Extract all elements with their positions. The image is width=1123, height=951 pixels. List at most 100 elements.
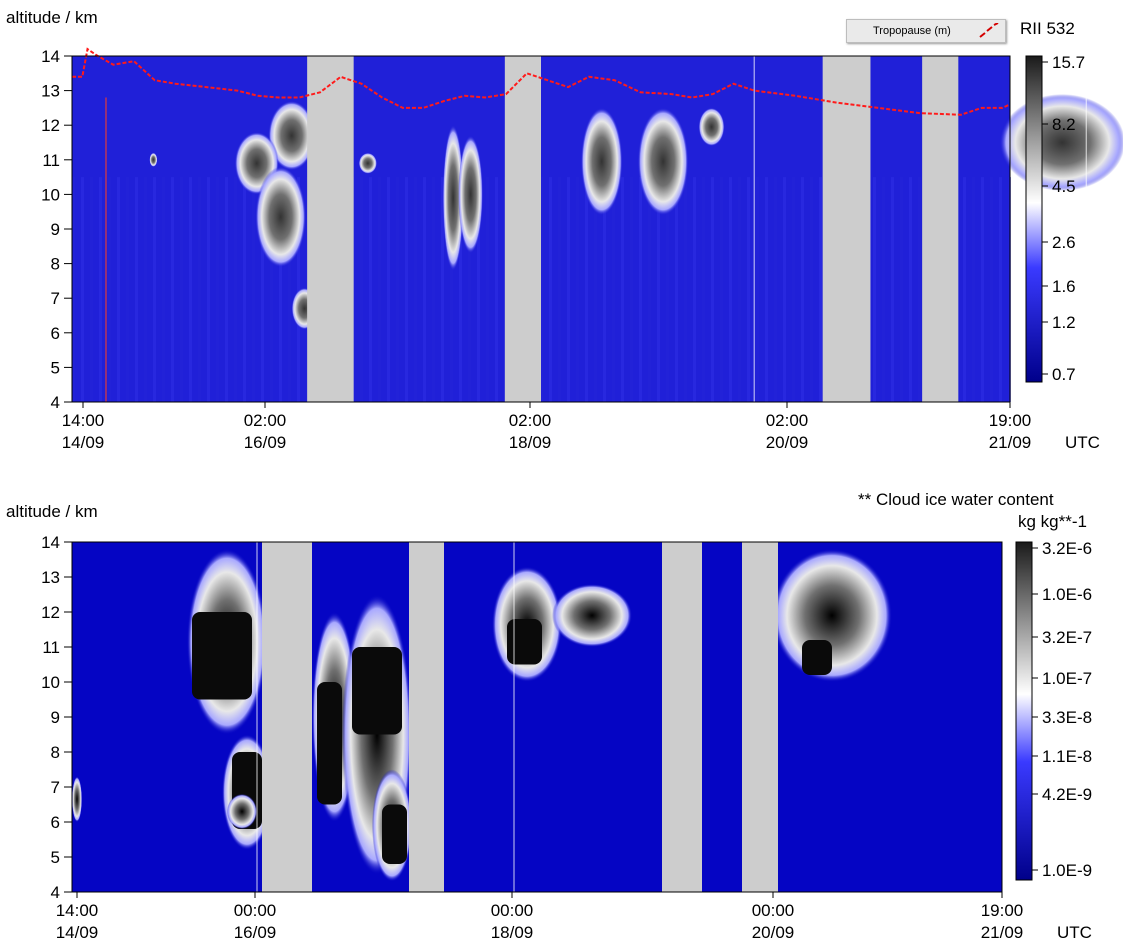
background-texture xyxy=(117,177,120,402)
background-texture xyxy=(423,177,426,402)
y-tick-label: 7 xyxy=(51,289,60,308)
x-tick-date: 16/09 xyxy=(234,923,277,942)
background-texture xyxy=(387,177,390,402)
background-texture xyxy=(414,177,417,402)
colorbar-tick-label: 3.2E-6 xyxy=(1042,539,1092,558)
y-tick-label: 10 xyxy=(41,673,60,692)
background-texture xyxy=(378,177,381,402)
data-gap xyxy=(262,542,312,892)
data-gap xyxy=(504,56,541,402)
y-tick-label: 9 xyxy=(51,220,60,239)
lidar-panel: altitude / km Tropopause (m) RII 532 4 5 6… xyxy=(0,0,1123,470)
background-texture xyxy=(684,177,687,402)
background-texture xyxy=(135,177,138,402)
x-tick-time: 02:00 xyxy=(766,411,809,430)
y-tick-label: 10 xyxy=(41,185,60,204)
colorbar-tick-label: 4.5 xyxy=(1052,177,1076,196)
y-tick-label: 8 xyxy=(51,743,60,762)
colorbar xyxy=(1025,55,1043,383)
background-texture xyxy=(369,177,372,402)
colorbar-tick-label: 4.2E-9 xyxy=(1042,785,1092,804)
background-texture xyxy=(153,177,156,402)
background-texture xyxy=(81,177,84,402)
colorbar-tick-label: 2.6 xyxy=(1052,233,1076,252)
x-unit-label: UTC xyxy=(1065,433,1100,452)
background-texture xyxy=(180,177,183,402)
cloud-region xyxy=(442,125,464,271)
cloud-region xyxy=(581,107,623,216)
tropopause-legend: Tropopause (m) xyxy=(846,19,1006,43)
background-texture xyxy=(585,177,588,402)
background-texture xyxy=(576,177,579,402)
cloud-region xyxy=(458,135,483,254)
background-texture xyxy=(720,177,723,402)
data-gap xyxy=(307,56,354,402)
y-tick-label: 11 xyxy=(42,638,60,657)
ice-water-heatmap: 4 5 6 7 8 9 10 11 12 13 14 14:00 14/09 00:00 16/09 00:0… xyxy=(41,533,1092,942)
y-axis-label: altitude / km xyxy=(6,8,98,27)
colorbar xyxy=(1015,541,1033,881)
background-texture xyxy=(981,177,984,402)
background-texture xyxy=(747,177,750,402)
background-texture xyxy=(963,177,966,402)
background-texture xyxy=(630,177,633,402)
x-tick-time: 00:00 xyxy=(752,901,795,920)
colorbar-tick-label: 1.1E-8 xyxy=(1042,747,1092,766)
data-gap xyxy=(822,56,871,402)
x-tick-date: 14/09 xyxy=(56,923,99,942)
y-tick-label: 14 xyxy=(41,533,60,552)
cloud-core xyxy=(382,804,407,864)
background-texture xyxy=(288,177,291,402)
y-tick-label: 6 xyxy=(51,813,60,832)
y-tick-label: 13 xyxy=(41,568,60,587)
x-tick-date: 16/09 xyxy=(244,433,287,452)
background-texture xyxy=(612,177,615,402)
background-texture xyxy=(882,177,885,402)
lidar-heatmap: 4 5 6 7 8 9 10 11 12 13 14 14:00 14/09 02:00 16/09 02:0… xyxy=(41,47,1123,452)
tropopause-line-icon xyxy=(979,23,999,38)
x-tick-time: 19:00 xyxy=(989,411,1032,430)
background-texture xyxy=(360,177,363,402)
x-tick-date: 20/09 xyxy=(766,433,809,452)
background-texture xyxy=(216,177,219,402)
x-tick-time: 14:00 xyxy=(56,901,99,920)
cloud-region xyxy=(255,166,306,268)
background-texture xyxy=(207,177,210,402)
background-texture xyxy=(621,177,624,402)
x-unit-label: UTC xyxy=(1057,923,1092,942)
background-texture xyxy=(405,177,408,402)
background-texture xyxy=(540,177,543,402)
background-texture xyxy=(108,177,111,402)
background-texture xyxy=(450,177,453,402)
background-texture xyxy=(441,177,444,402)
background-texture xyxy=(261,177,264,402)
background-texture xyxy=(711,177,714,402)
background-texture xyxy=(666,177,669,402)
background-texture xyxy=(675,177,678,402)
background-texture xyxy=(972,177,975,402)
background-texture xyxy=(819,177,822,402)
colorbar-tick-label: 1.0E-7 xyxy=(1042,669,1092,688)
colorbar-tick-label: 3.2E-7 xyxy=(1042,628,1092,647)
background-texture xyxy=(756,177,759,402)
colorbar-tick-label: 1.6 xyxy=(1052,277,1076,296)
background-texture xyxy=(432,177,435,402)
cloud-region xyxy=(552,584,632,647)
chart-title: ** Cloud ice water content xyxy=(858,490,1054,509)
y-tick-label: 5 xyxy=(51,358,60,377)
background-texture xyxy=(279,177,282,402)
y-tick-label: 12 xyxy=(41,116,60,135)
background-texture xyxy=(198,177,201,402)
tropopause-line xyxy=(72,47,1011,116)
cloud-core xyxy=(352,647,402,735)
background-texture xyxy=(783,177,786,402)
background-texture xyxy=(603,177,606,402)
background-texture xyxy=(909,177,912,402)
background-texture xyxy=(459,177,462,402)
colorbar-title: RII 532 xyxy=(1020,19,1075,38)
background-texture xyxy=(549,177,552,402)
cloud-region xyxy=(227,794,257,829)
y-tick-label: 11 xyxy=(42,151,60,170)
x-tick-time: 00:00 xyxy=(491,901,534,920)
ice-water-panel: altitude / km ** Cloud ice water content… xyxy=(0,490,1123,951)
